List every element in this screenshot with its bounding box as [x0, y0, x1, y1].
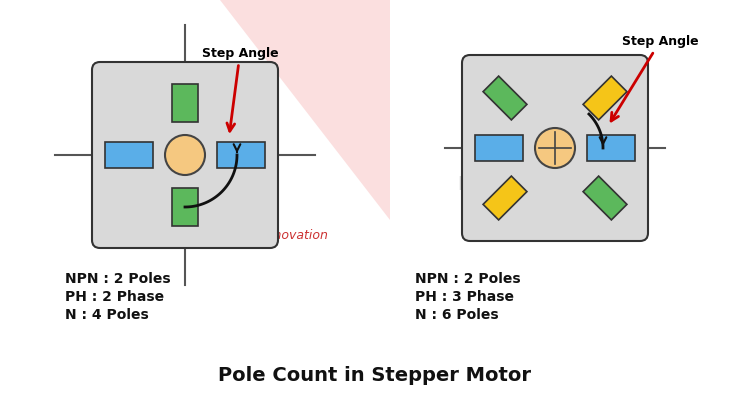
- Bar: [483, 176, 527, 220]
- FancyBboxPatch shape: [462, 55, 648, 241]
- Bar: [475, 135, 523, 161]
- Circle shape: [535, 128, 575, 168]
- Text: Step Angle: Step Angle: [611, 35, 698, 121]
- Circle shape: [165, 135, 205, 175]
- Bar: [583, 176, 627, 220]
- Text: NPN : 2 Poles: NPN : 2 Poles: [415, 272, 520, 286]
- Text: NPN : 2 Poles: NPN : 2 Poles: [65, 272, 170, 286]
- Text: MECHTEX: MECHTEX: [458, 175, 562, 194]
- Bar: [172, 188, 198, 226]
- Bar: [583, 76, 627, 120]
- Text: PH : 2 Phase: PH : 2 Phase: [65, 290, 164, 304]
- Text: Pole Count in Stepper Motor: Pole Count in Stepper Motor: [218, 366, 532, 385]
- Bar: [105, 142, 153, 168]
- Bar: [172, 84, 198, 122]
- Text: N : 6 Poles: N : 6 Poles: [415, 308, 499, 322]
- Bar: [217, 142, 265, 168]
- Polygon shape: [220, 0, 390, 220]
- Bar: [483, 76, 527, 120]
- Bar: [587, 135, 635, 161]
- Text: PH : 3 Phase: PH : 3 Phase: [415, 290, 514, 304]
- FancyBboxPatch shape: [92, 62, 278, 248]
- Text: Driving Innovation: Driving Innovation: [212, 228, 328, 242]
- Text: N : 4 Poles: N : 4 Poles: [65, 308, 148, 322]
- Text: Step Angle: Step Angle: [202, 47, 278, 131]
